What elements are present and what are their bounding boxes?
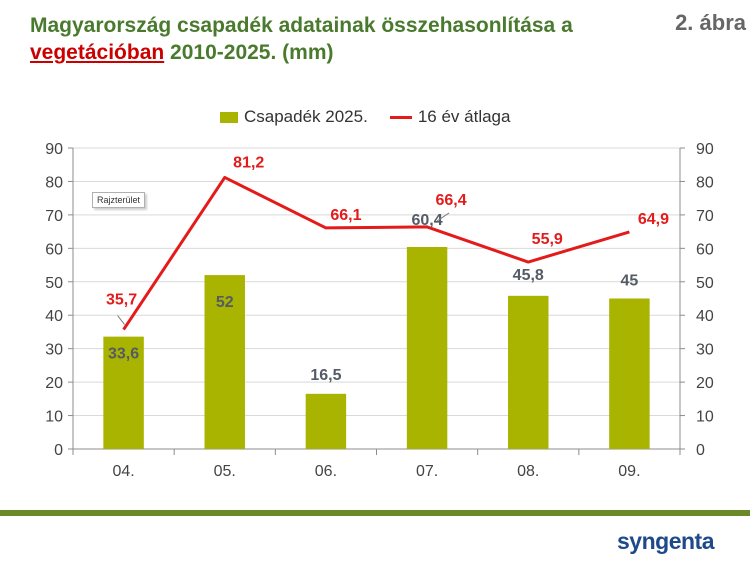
y2-tick-label: 80: [696, 174, 714, 191]
line-data-label: 55,9: [532, 231, 563, 248]
chart-legend: Csapadék 2025. 16 év átlaga: [220, 107, 532, 127]
x-tick-label: 06.: [315, 463, 337, 480]
y2-tick-label: 10: [696, 409, 714, 426]
y2-tick-label: 90: [696, 141, 714, 158]
bar-data-label: 45,8: [513, 267, 544, 284]
y-tick-label: 20: [45, 375, 63, 392]
bar: [103, 336, 144, 449]
legend-line-label: 16 év átlaga: [417, 107, 511, 126]
y-tick-label: 10: [45, 409, 63, 426]
title-line-2: vegetációban 2010-2025. (mm): [30, 39, 670, 66]
bar: [609, 298, 650, 449]
chart-title: Magyarország csapadék adatainak összehas…: [30, 12, 670, 66]
title-rest: 2010-2025. (mm): [164, 41, 334, 64]
legend-item-line: 16 év átlaga: [389, 107, 511, 127]
y-tick-label: 80: [45, 174, 63, 191]
leader-line: [117, 315, 125, 325]
syngenta-logo: syngenta: [617, 528, 714, 554]
x-tick-label: 09.: [618, 463, 640, 480]
x-tick-label: 05.: [214, 463, 236, 480]
bar: [204, 275, 245, 449]
title-highlight: vegetációban: [30, 41, 165, 64]
title-line-1: Magyarország csapadék adatainak összehas…: [30, 14, 573, 37]
y2-tick-label: 50: [696, 275, 714, 292]
bar-data-label: 45: [621, 273, 639, 290]
y2-tick-label: 20: [696, 375, 714, 392]
legend-line-swatch: [389, 115, 412, 119]
average-line: [122, 175, 630, 331]
y-tick-label: 70: [45, 208, 63, 225]
line-data-label: 64,9: [638, 211, 669, 228]
line-data-label: 35,7: [106, 292, 137, 309]
footer-stripe: [0, 510, 750, 516]
legend-bar-label: Csapadék 2025.: [244, 107, 368, 126]
bar: [508, 295, 549, 449]
x-tick-label: 07.: [416, 463, 438, 480]
y-tick-label: 50: [45, 275, 63, 292]
line-data-label: 66,1: [330, 207, 361, 224]
x-tick-label: 04.: [112, 463, 134, 480]
y-tick-label: 30: [45, 342, 63, 359]
figure-label: 2. ábra: [675, 10, 746, 35]
y2-tick-label: 0: [696, 442, 705, 459]
line-data-label: 81,2: [233, 154, 264, 171]
y2-tick-label: 30: [696, 342, 714, 359]
x-tick-label: 08.: [517, 463, 539, 480]
combo-chart: 0 10 20 30 40 50 60 70 80 90 0 10 20 30 40 50 60 70 80 90 04…: [45, 141, 714, 480]
leader-line: [436, 212, 450, 222]
bar-data-label: 60,4: [412, 212, 443, 229]
line-data-label: 66,4: [436, 192, 467, 209]
y-tick-label: 0: [54, 442, 63, 459]
y2-tick-label: 70: [696, 208, 714, 225]
y-tick-label: 40: [45, 308, 63, 325]
y-tick-label: 60: [45, 241, 63, 258]
plot-area-tooltip: Rajzterület: [92, 192, 146, 208]
bar: [305, 393, 347, 449]
y2-tick-label: 40: [696, 308, 714, 325]
bar: [406, 246, 448, 449]
bar-data-label: 33,6: [108, 346, 139, 363]
bar-data-label: 16,5: [310, 367, 341, 384]
legend-bar-swatch: [220, 111, 238, 123]
y2-tick-label: 60: [696, 241, 714, 258]
bar-data-label: 52: [216, 294, 234, 311]
y-tick-label: 90: [45, 141, 63, 158]
legend-item-bar: Csapadék 2025.: [220, 107, 368, 127]
